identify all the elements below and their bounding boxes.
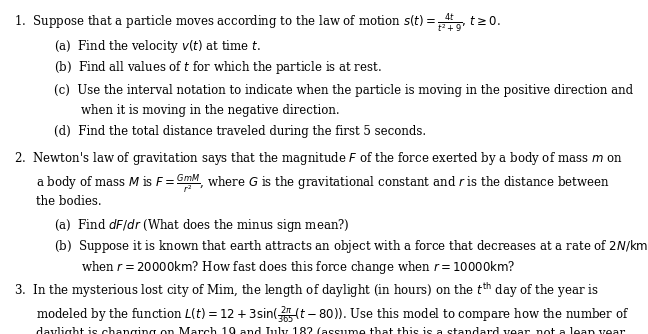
Text: the bodies.: the bodies. <box>36 195 102 208</box>
Text: modeled by the function $L(t) = 12+3\sin(\frac{2\pi}{365}(t-80))$. Use this mode: modeled by the function $L(t) = 12+3\sin… <box>36 304 630 326</box>
Text: when $r = 20000\mathrm{km}$? How fast does this force change when $r = 10000\mat: when $r = 20000\mathrm{km}$? How fast do… <box>82 259 516 276</box>
Text: (a)  Find the velocity $v(t)$ at time $t$.: (a) Find the velocity $v(t)$ at time $t$… <box>54 38 260 55</box>
Text: 2.  Newton's law of gravitation says that the magnitude $F$ of the force exerted: 2. Newton's law of gravitation says that… <box>14 150 623 167</box>
Text: daylight is changing on March 19 and July 18? (assume that this is a standard ye: daylight is changing on March 19 and Jul… <box>36 327 628 334</box>
Text: (a)  Find $dF/dr$ (What does the minus sign mean?): (a) Find $dF/dr$ (What does the minus si… <box>54 217 350 234</box>
Text: a body of mass $M$ is $F = \frac{GmM}{r^2}$, where $G$ is the gravitational cons: a body of mass $M$ is $F = \frac{GmM}{r^… <box>36 173 610 196</box>
Text: when it is moving in the negative direction.: when it is moving in the negative direct… <box>82 104 340 117</box>
Text: (b)  Find all values of $t$ for which the particle is at rest.: (b) Find all values of $t$ for which the… <box>54 59 382 76</box>
Text: (d)  Find the total distance traveled during the first 5 seconds.: (d) Find the total distance traveled dur… <box>54 125 426 138</box>
Text: 1.  Suppose that a particle moves according to the law of motion $s(t) = \frac{4: 1. Suppose that a particle moves accordi… <box>14 11 501 35</box>
Text: 3.  In the mysterious lost city of Mim, the length of daylight (in hours) on the: 3. In the mysterious lost city of Mim, t… <box>14 281 599 300</box>
Text: (b)  Suppose it is known that earth attracts an object with a force that decreas: (b) Suppose it is known that earth attra… <box>54 238 648 255</box>
Text: (c)  Use the interval notation to indicate when the particle is moving in the po: (c) Use the interval notation to indicat… <box>54 84 633 97</box>
